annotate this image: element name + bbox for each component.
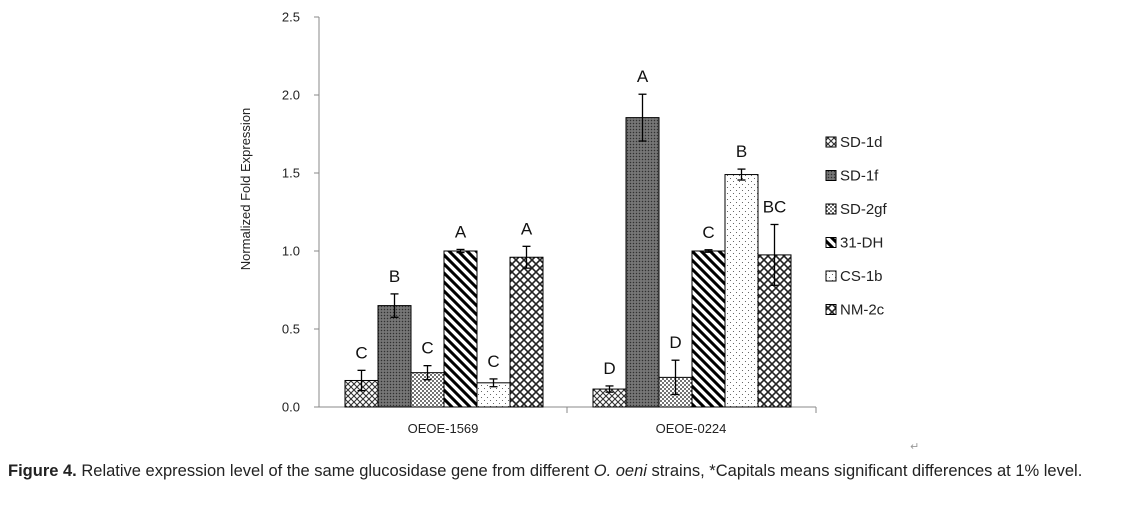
significance-letter: B xyxy=(389,267,400,286)
legend-label: SD-1f xyxy=(840,168,879,185)
significance-letter: C xyxy=(355,343,367,362)
y-tick-label: 2.5 xyxy=(282,10,300,25)
y-axis-label: Normalized Fold Expression xyxy=(238,108,253,271)
legend-label: SD-1d xyxy=(840,134,883,151)
legend-label: SD-2gf xyxy=(840,201,888,218)
legend-swatch xyxy=(825,270,837,282)
paragraph-return-mark: ↵ xyxy=(910,440,920,453)
significance-letter: C xyxy=(487,352,499,371)
x-axis-category-labels: OEOE-1569 OEOE-0224 xyxy=(408,421,727,436)
bar xyxy=(377,305,412,408)
legend-swatch xyxy=(825,203,837,215)
bar xyxy=(724,174,759,408)
legend-label: CS-1b xyxy=(840,268,883,285)
legend-label: 31-DH xyxy=(840,235,883,252)
bar xyxy=(691,250,726,408)
bar xyxy=(476,382,511,408)
significance-letter: A xyxy=(455,222,467,241)
bar xyxy=(443,250,478,408)
significance-letter: B xyxy=(736,142,747,161)
bar xyxy=(509,256,544,408)
x-category-label: OEOE-0224 xyxy=(656,421,727,436)
chart: Normalized Fold Expression 0.0 0.5 1.0 1.5 2… xyxy=(238,10,888,437)
y-axis-ticks: 0.0 0.5 1.0 1.5 2.0 2.5 xyxy=(282,10,319,415)
y-tick-label: 0.0 xyxy=(282,400,300,415)
significance-letter: C xyxy=(702,223,714,242)
caption-text-start: Relative expression level of the same gl… xyxy=(76,462,594,480)
legend-swatch xyxy=(825,170,837,181)
y-tick-label: 1.5 xyxy=(282,166,300,181)
legend-label: NM-2c xyxy=(840,302,885,319)
significance-letter: C xyxy=(421,339,433,358)
significance-letter: A xyxy=(637,67,649,86)
legend-swatch xyxy=(825,304,837,315)
y-tick-label: 2.0 xyxy=(282,88,300,103)
figure-label: Figure 4. xyxy=(8,462,77,480)
significance-letter: D xyxy=(603,359,615,378)
significance-letter: A xyxy=(521,219,533,238)
significance-letter: D xyxy=(669,333,681,352)
figure-caption: Figure 4. Relative expression level of t… xyxy=(8,460,1118,482)
y-tick-label: 0.5 xyxy=(282,322,300,337)
legend: SD-1d SD-1f SD-2gf 31-DH CS-1b NM-2c xyxy=(825,134,888,319)
caption-species: O. oeni xyxy=(593,462,647,480)
caption-text-end: strains, *Capitals means significant dif… xyxy=(646,462,1083,480)
legend-swatch xyxy=(825,237,837,248)
bar xyxy=(625,117,660,408)
y-tick-label: 1.0 xyxy=(282,244,300,259)
legend-swatch xyxy=(825,136,837,148)
x-category-label: OEOE-1569 xyxy=(408,421,479,436)
significance-letter: BC xyxy=(763,197,787,216)
